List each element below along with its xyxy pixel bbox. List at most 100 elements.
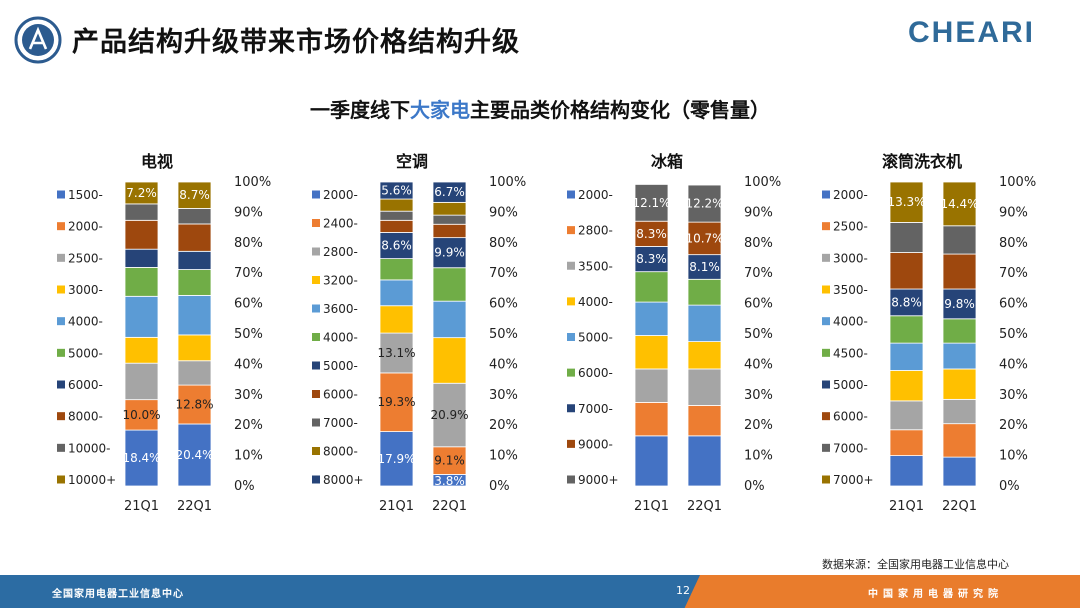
footer-org: 全国家用电器工业信息中心 (52, 589, 184, 600)
chart4-legend-swatch (822, 253, 830, 262)
chart4-legend-swatch (822, 190, 830, 199)
chart3-legend-label: 3500- (578, 259, 613, 273)
chart4-bar-segment (942, 342, 977, 370)
subtitle-suffix: 主要品类价格结构变化（零售量） (470, 98, 770, 122)
chart4-data-label: 9.8% (944, 297, 975, 311)
chart3-legend-swatch (567, 333, 575, 341)
chart2-ytick-label: 30% (489, 388, 518, 403)
chart2-legend-swatch (312, 276, 320, 284)
chart3-legend-label: 5000- (578, 331, 613, 345)
chart4-bar-segment (942, 181, 977, 227)
subtitle-highlight: 大家电 (410, 98, 470, 122)
chart1-ytick-label: 40% (234, 357, 263, 372)
chart3-bar-segment (687, 221, 722, 256)
chart1-data-label: 18.4% (122, 451, 160, 465)
chart1-ytick-label: 0% (234, 479, 255, 494)
chart1-data-label: 7.2% (126, 186, 157, 200)
chart1-ytick-label: 90% (234, 205, 263, 220)
chart3-ytick-label: 10% (744, 449, 773, 464)
chart3-ytick-label: 90% (744, 205, 773, 220)
chart4-bar-segment (942, 398, 977, 425)
chart1-bar-segment (177, 269, 212, 296)
chart2-bar-segment (432, 181, 467, 203)
chart3-legend-label: 9000- (578, 437, 613, 451)
chart2-bar-segment (432, 300, 467, 339)
chart4-data-label: 14.4% (940, 197, 978, 211)
chart4-legend-label: 4000- (833, 315, 868, 329)
chart1-bar-segment (124, 219, 159, 250)
chart3-bar-segment (634, 184, 669, 222)
chart3-legend-swatch (567, 226, 575, 235)
chart3-ytick-label: 0% (744, 479, 765, 494)
chart3-bar-segment (634, 401, 669, 437)
chart2-data-label: 6.7% (434, 185, 465, 199)
chart3-ytick-label: 70% (744, 266, 773, 281)
chart1-legend-label: 3000- (68, 283, 103, 297)
chart3-bar-segment (687, 254, 722, 280)
chart-subtitle: 一季度线下大家电主要品类价格结构变化（零售量） (0, 94, 1080, 123)
chart3-bar-segment (634, 435, 669, 487)
chart3-legend-label: 4000- (578, 295, 613, 309)
chart1-legend-label: 5000- (68, 346, 103, 360)
chart1-legend-swatch (57, 380, 65, 389)
chart2-bar-segment (432, 201, 467, 216)
chart3-legend-swatch (567, 404, 575, 413)
chart4-bar-segment (889, 370, 924, 402)
chart2-ytick-label: 80% (489, 236, 518, 251)
chart2-bar-segment (379, 332, 414, 374)
chart2-legend-swatch (312, 247, 320, 256)
chart1-bar-segment (124, 181, 159, 205)
chart4-bar-segment (942, 225, 977, 255)
chart1-bar-segment (124, 248, 159, 268)
chart2-data-label: 5.6% (381, 184, 412, 198)
chart1-data-label: 12.8% (175, 398, 213, 412)
chart3-bar-segment (687, 278, 722, 306)
chart4-bar-segment (942, 288, 977, 320)
chart2-ytick-label: 70% (489, 266, 518, 281)
chart1-bar-segment (124, 203, 159, 221)
chart2-data-label: 8.6% (381, 239, 412, 253)
chart2-legend-swatch (312, 475, 320, 484)
chart4-title: 滚筒洗衣机 (882, 152, 962, 171)
subtitle-prefix: 一季度线下 (310, 98, 410, 122)
chart2-bar-segment (432, 267, 467, 302)
chart4-ytick-label: 60% (999, 297, 1028, 312)
chart1-bar-segment (177, 294, 212, 336)
chart1-legend-swatch (57, 222, 65, 231)
chart4-ytick-label: 70% (999, 266, 1028, 281)
chart3-bar-segment (687, 368, 722, 406)
chart2-legend-swatch (312, 447, 320, 455)
chart4-ytick-label: 90% (999, 205, 1028, 220)
chart1-ytick-label: 60% (234, 297, 263, 312)
chart2-bar-segment (379, 258, 414, 281)
chart1-bar-segment (124, 267, 159, 297)
chart1-legend-swatch (57, 190, 65, 199)
chart4-bar-segment (889, 455, 924, 487)
chart2-ytick-label: 60% (489, 297, 518, 312)
chart3-ytick-label: 80% (744, 236, 773, 251)
chart1-legend-label: 6000- (68, 378, 103, 392)
chart3-data-label: 8.3% (636, 227, 667, 241)
chart2-data-label: 9.1% (434, 454, 465, 468)
chart1-legend-swatch (57, 253, 65, 262)
chart4-category-label: 21Q1 (889, 499, 924, 514)
chart2-legend-label: 8000+ (323, 473, 364, 487)
chart4-legend-swatch (822, 443, 830, 452)
chart2-bar-segment (379, 198, 414, 212)
chart3-legend-swatch (567, 475, 575, 484)
chart2-ytick-label: 90% (489, 205, 518, 220)
chart1-legend-swatch (57, 443, 65, 452)
chart3-category-label: 22Q1 (687, 499, 722, 514)
chart1-category-label: 21Q1 (124, 499, 159, 514)
chart3-bar-segment (687, 341, 722, 370)
chart2-legend-label: 5000- (323, 359, 358, 373)
chart4-bar-segment (889, 252, 924, 290)
chart4-bar-segment (942, 253, 977, 290)
chart1-data-label: 8.7% (179, 188, 210, 202)
chart2-title: 空调 (396, 152, 428, 171)
chart4-bar-segment (889, 181, 924, 223)
chart4-bar-segment (942, 368, 977, 400)
chart2-ytick-label: 40% (489, 357, 518, 372)
chart1-legend-label: 8000- (68, 410, 103, 424)
